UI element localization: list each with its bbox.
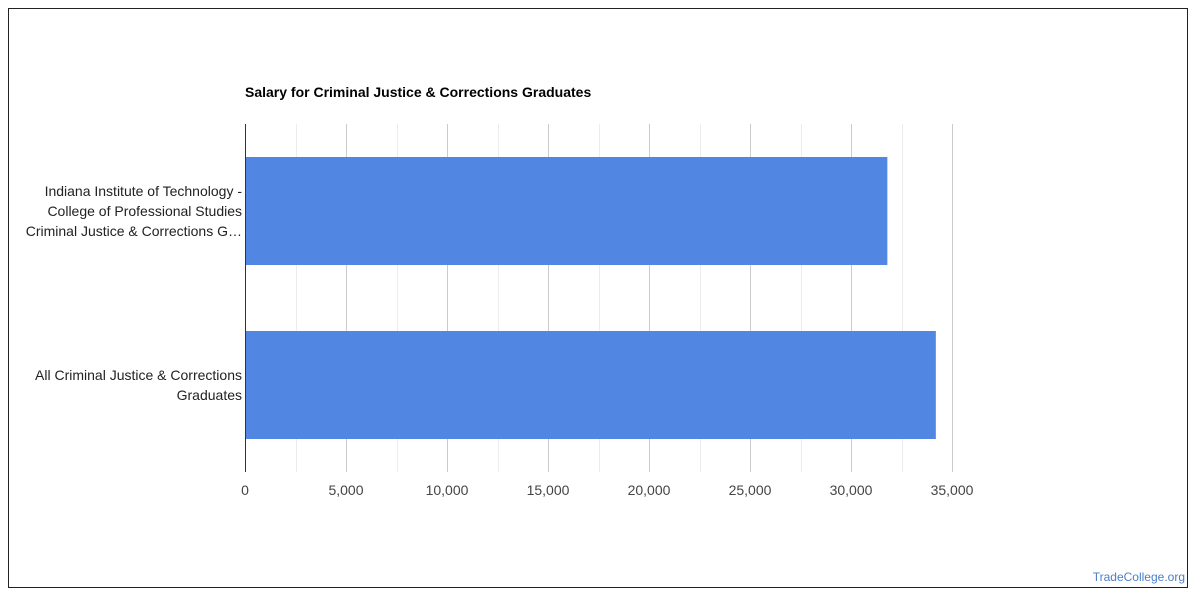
category-label-line: College of Professional Studies bbox=[47, 203, 242, 219]
category-label: Indiana Institute of Technology - College… bbox=[26, 183, 243, 239]
x-tick-label: 25,000 bbox=[729, 482, 772, 498]
bar bbox=[245, 331, 936, 439]
x-tick-label: 30,000 bbox=[830, 482, 873, 498]
x-tick-label: 10,000 bbox=[426, 482, 469, 498]
category-label-line: All Criminal Justice & Corrections bbox=[35, 367, 242, 383]
chart-frame bbox=[8, 8, 1188, 588]
x-tick-label: 20,000 bbox=[628, 482, 671, 498]
x-tick-label: 15,000 bbox=[527, 482, 570, 498]
x-tick-label: 35,000 bbox=[931, 482, 974, 498]
chart-title: Salary for Criminal Justice & Correction… bbox=[245, 84, 592, 100]
x-tick-label: 0 bbox=[241, 482, 249, 498]
x-tick-label: 5,000 bbox=[328, 482, 363, 498]
bar bbox=[245, 157, 888, 265]
category-label-line: Indiana Institute of Technology - bbox=[45, 183, 243, 199]
category-label: All Criminal Justice & Corrections Gradua… bbox=[35, 367, 242, 403]
category-label-line: Criminal Justice & Corrections G… bbox=[26, 223, 242, 239]
category-label-line: Graduates bbox=[177, 387, 242, 403]
watermark-link[interactable]: TradeCollege.org bbox=[1092, 570, 1185, 584]
